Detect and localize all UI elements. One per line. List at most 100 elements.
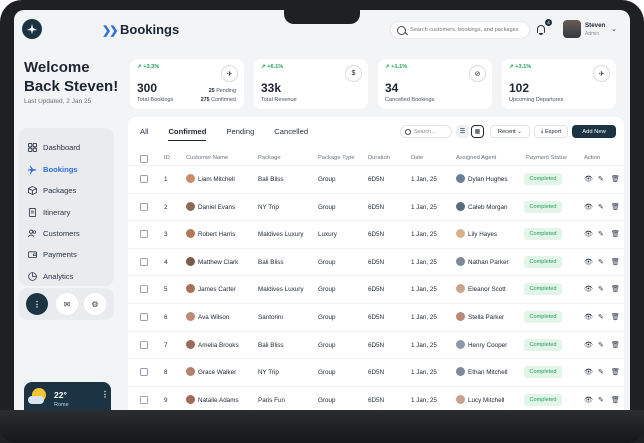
view-icon[interactable]: 👁 [584,258,593,266]
package-name: Bali Bliss [258,258,284,266]
more-menu-button[interactable]: ⋮ [26,293,48,315]
delete-icon[interactable]: 🗑 [611,314,620,321]
global-search[interactable] [390,21,530,39]
booking-id: 6 [164,314,168,321]
view-icon[interactable]: 👁 [584,369,593,377]
bell-icon[interactable] [536,24,546,35]
grid-icon [28,142,37,152]
sidebar-item-customers[interactable]: Customers [28,226,80,240]
chevron-down-icon[interactable]: ⌄ [611,26,617,33]
view-icon[interactable]: 👁 [584,341,593,349]
agent-name: Stella Parker [468,314,505,321]
collapse-sidebar-icon[interactable]: ❯❯ [102,25,119,37]
view-icon[interactable]: 👁 [584,203,593,211]
delete-icon[interactable]: 🗑 [611,176,620,183]
duration: 6D5N [368,203,385,211]
global-search-input[interactable] [410,27,529,33]
sidebar-quick-actions: ⋮ ✉ ⚙ [18,288,114,320]
app-logo[interactable] [22,19,42,39]
delete-icon[interactable]: 🗑 [611,258,620,266]
table-row[interactable]: 5 James Carter Maldives Luxury Group 6D5N 1 J… [128,275,624,303]
user-avatar[interactable] [563,20,581,38]
edit-icon[interactable]: ✎ [598,203,604,211]
stat-label: Upcoming Departures [509,97,564,103]
customer-avatar [186,174,195,183]
list-view-icon[interactable]: ☰ [456,125,469,138]
package-type: Group [318,203,336,211]
table-row[interactable]: 9 Natalie Adams Paris Fun Group 6D5N 1 Jan, 2… [128,385,624,410]
row-checkbox[interactable] [140,368,148,377]
sort-dropdown[interactable]: Recent ⌄ [490,125,530,138]
status-badge: Completed [524,283,562,296]
status-badge: Completed [524,311,562,323]
customer-avatar [186,312,195,321]
table-row[interactable]: 3 Robert Harris Maldives Luxury Luxury 6D5N 1… [128,220,624,248]
row-checkbox[interactable] [140,313,148,321]
row-checkbox[interactable] [140,257,148,266]
table-row[interactable]: 8 Grace Walker NY Trip Group 6D5N 1 Jan, 25 Et… [128,358,624,386]
select-all-checkbox[interactable] [140,155,148,163]
row-checkbox[interactable] [140,395,148,404]
table-row[interactable]: 1 Liam Mitchell Bali Bliss Group 6D5N 1 Jan, … [128,165,624,193]
search-icon [405,128,411,135]
tab-pending[interactable]: Pending [226,127,255,136]
edit-icon[interactable]: ✎ [598,286,604,294]
tab-all[interactable]: All [140,127,149,136]
row-checkbox[interactable] [140,175,148,183]
table-search[interactable]: Search... [400,125,452,138]
sidebar-item-label: Customers [43,228,80,238]
tab-cancelled[interactable]: Cancelled [274,127,309,136]
edit-icon[interactable]: ✎ [598,369,604,377]
tab-confirmed[interactable]: Confirmed [168,127,207,141]
view-icon[interactable]: 👁 [584,286,593,294]
sidebar-item-analytics[interactable]: Analytics [28,269,73,283]
agent-avatar [456,312,465,321]
row-checkbox[interactable] [140,230,148,239]
delete-icon[interactable]: 🗑 [611,203,620,211]
sidebar-item-itinerary[interactable]: Itinerary [28,205,70,219]
edit-icon[interactable]: ✎ [598,258,604,266]
table-row[interactable]: 6 Ava Wilson Santorini Group 6D5N 1 Jan, 25 St… [128,303,624,331]
row-checkbox[interactable] [140,285,148,294]
view-icon[interactable]: 👁 [584,396,593,404]
delete-icon[interactable]: 🗑 [611,396,620,404]
chat-icon[interactable]: ✉ [56,293,78,315]
booking-id: 1 [164,176,168,183]
booking-id: 3 [164,231,168,239]
table-row[interactable]: 7 Amelia Brooks Bali Bliss Group 6D5N 1 Jan, … [128,330,624,359]
welcome-heading: Welcome Back Steven! [24,58,118,96]
column-header: Duration [368,155,390,161]
agent-avatar [456,229,465,239]
weather-more-icon[interactable]: ⋮ [101,390,109,399]
delete-icon[interactable]: 🗑 [611,231,620,239]
stat-value: 300 [137,81,158,95]
grid-view-icon[interactable]: ▦ [471,125,484,138]
add-new-button[interactable]: Add New [572,125,616,138]
table-row[interactable]: 2 Daniel Evans NY Trip Group 6D5N 1 Jan, 25 Ca… [128,192,624,221]
delete-icon[interactable]: 🗑 [611,369,620,377]
agent-avatar [456,367,465,377]
page-title: Bookings [120,22,180,37]
sidebar-item-payments[interactable]: Payments [28,247,77,261]
delete-icon[interactable]: 🗑 [611,341,620,349]
row-checkbox[interactable] [140,202,148,211]
sidebar-item-bookings[interactable]: Bookings [28,162,78,176]
view-icon[interactable]: 👁 [584,231,593,239]
table-row[interactable]: 4 Matthew Clark Bali Bliss Group 6D5N 1 Jan, … [128,247,624,276]
package-name: Bali Bliss [258,341,284,349]
weather-widget[interactable]: 22° Rome ⋮ [24,382,111,410]
edit-icon[interactable]: ✎ [598,341,604,349]
sidebar-item-packages[interactable]: Packages [28,183,76,197]
view-icon[interactable]: 👁 [584,314,593,321]
view-icon[interactable]: 👁 [584,176,593,183]
package-name: NY Trip [258,203,279,211]
edit-icon[interactable]: ✎ [598,176,604,183]
edit-icon[interactable]: ✎ [598,231,604,239]
settings-icon[interactable]: ⚙ [84,293,106,315]
sidebar-item-dashboard[interactable]: Dashboard [28,140,80,154]
row-checkbox[interactable] [140,340,148,349]
edit-icon[interactable]: ✎ [598,314,604,321]
delete-icon[interactable]: 🗑 [611,286,620,294]
export-button[interactable]: ⤓ Export [534,125,568,138]
edit-icon[interactable]: ✎ [598,396,604,404]
